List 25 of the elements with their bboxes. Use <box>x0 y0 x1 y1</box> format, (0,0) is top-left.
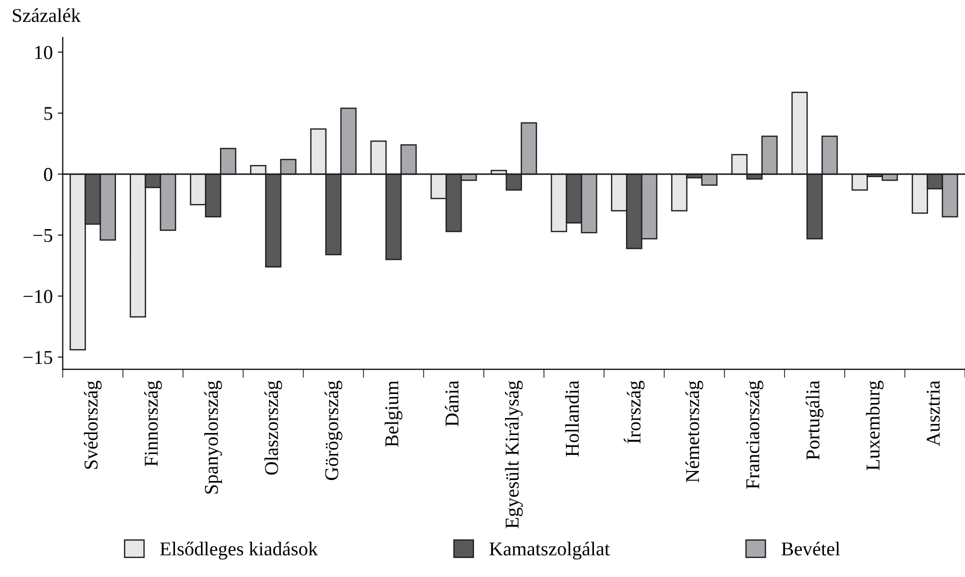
y-tick-label: −10 <box>24 290 52 304</box>
y-tick-label: 10 <box>35 46 52 60</box>
x-tick-label: Olaszország <box>264 380 282 475</box>
x-tick-label: Írország <box>624 380 645 444</box>
legend-label: Bevétel <box>782 542 840 556</box>
legend-label: Kamatszolgálat <box>490 542 610 560</box>
x-tick-label: Svédország <box>84 380 102 469</box>
x-tick-label: Görögország <box>324 380 342 480</box>
x-tick-label: Ausztria <box>926 380 940 446</box>
x-tick-label: Dánia <box>444 380 459 426</box>
y-tick-label: 0 <box>44 168 52 182</box>
legend-label: Elsődleges kiadások <box>160 542 318 560</box>
x-tick-label: Németország <box>685 380 704 482</box>
x-tick-label: Franciaország <box>746 380 764 489</box>
y-axis-title: Százalék <box>12 8 81 22</box>
y-tick-label: −15 <box>24 350 52 364</box>
x-tick-label: Egyesült Királyság <box>505 380 523 528</box>
x-tick-label: Finnország <box>144 380 162 466</box>
y-tick-label: 5 <box>44 107 52 120</box>
x-tick-label: Belgium <box>384 380 402 447</box>
x-tick-label: Portugália <box>806 380 824 460</box>
x-tick-label: Spanyolország <box>204 380 222 494</box>
x-tick-label: Hollandia <box>565 380 579 457</box>
x-tick-label: Luxemburg <box>866 380 884 470</box>
y-tick-label: −5 <box>33 229 52 242</box>
